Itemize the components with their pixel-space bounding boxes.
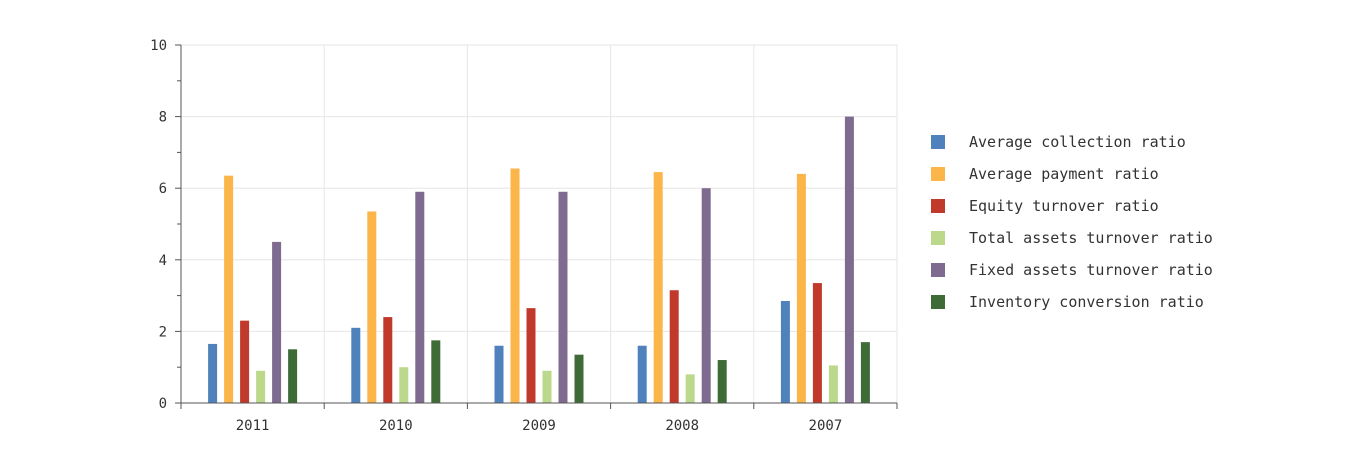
legend-item: Inventory conversion ratio: [931, 293, 1204, 311]
bar-inventory-conversion-ratio-2008: [717, 360, 727, 403]
legend-swatch: [931, 135, 945, 149]
axes: 0 2 4 6 8 10 2011 2010 2009 2008 2007: [150, 38, 898, 434]
bar-fixed-assets-turnover-ratio-2008: [701, 188, 711, 403]
x-tick-label: 2010: [379, 418, 413, 434]
bar-average-payment-ratio-2011: [224, 175, 234, 403]
grid-lines: [181, 44, 898, 403]
bar-average-collection-ratio-2008: [637, 345, 647, 403]
legend-item: Fixed assets turnover ratio: [931, 261, 1213, 279]
y-tick-label: 2: [159, 324, 167, 340]
bar-fixed-assets-turnover-ratio-2009: [558, 191, 568, 403]
legend-label: Inventory conversion ratio: [969, 293, 1204, 311]
bar-total-assets-turnover-ratio-2008: [685, 374, 695, 403]
legend-label: Equity turnover ratio: [969, 197, 1159, 215]
legend-label: Average payment ratio: [969, 165, 1159, 183]
legend-swatch: [931, 295, 945, 309]
legend-item: Equity turnover ratio: [931, 197, 1159, 215]
legend-item: Average collection ratio: [931, 133, 1186, 151]
bar-inventory-conversion-ratio-2009: [574, 354, 584, 403]
x-tick-label: 2007: [809, 418, 843, 434]
legend-label: Total assets turnover ratio: [969, 229, 1213, 247]
bar-total-assets-turnover-ratio-2010: [399, 367, 409, 403]
bars: [208, 116, 870, 403]
bar-total-assets-turnover-ratio-2011: [256, 370, 266, 403]
legend-swatch: [931, 167, 945, 181]
legend-swatch: [931, 199, 945, 213]
y-tick-label: 6: [159, 181, 167, 197]
bar-equity-turnover-ratio-2009: [526, 308, 536, 403]
bar-average-payment-ratio-2007: [796, 173, 806, 403]
x-tick-label: 2011: [236, 418, 270, 434]
bar-equity-turnover-ratio-2007: [812, 283, 822, 403]
bar-equity-turnover-ratio-2011: [240, 320, 250, 403]
bar-average-collection-ratio-2007: [780, 300, 790, 403]
legend-swatch: [931, 263, 945, 277]
legend-item: Total assets turnover ratio: [931, 229, 1213, 247]
bar-equity-turnover-ratio-2010: [383, 317, 393, 403]
y-tick-label: 10: [150, 38, 167, 54]
legend-label: Fixed assets turnover ratio: [969, 261, 1213, 279]
bar-average-payment-ratio-2010: [367, 211, 377, 403]
x-tick-label: 2009: [522, 418, 556, 434]
bar-total-assets-turnover-ratio-2007: [828, 365, 838, 403]
bar-average-collection-ratio-2010: [351, 327, 361, 403]
bar-average-payment-ratio-2009: [510, 168, 520, 403]
bar-total-assets-turnover-ratio-2009: [542, 370, 552, 403]
y-tick-label: 8: [159, 110, 167, 126]
bar-average-collection-ratio-2009: [494, 345, 504, 403]
x-tick-label: 2008: [665, 418, 699, 434]
bar-average-collection-ratio-2011: [208, 343, 218, 403]
bar-fixed-assets-turnover-ratio-2007: [844, 116, 854, 403]
bar-equity-turnover-ratio-2008: [669, 290, 679, 403]
y-tick-label: 0: [159, 396, 167, 412]
legend-item: Average payment ratio: [931, 165, 1159, 183]
legend-label: Average collection ratio: [969, 133, 1186, 151]
bar-fixed-assets-turnover-ratio-2011: [272, 241, 282, 403]
bar-inventory-conversion-ratio-2007: [860, 342, 870, 403]
y-tick-label: 4: [159, 253, 167, 269]
legend: Average collection ratio Average payment …: [931, 133, 1213, 311]
legend-swatch: [931, 231, 945, 245]
bar-fixed-assets-turnover-ratio-2010: [415, 191, 425, 403]
bar-inventory-conversion-ratio-2011: [288, 349, 298, 403]
bar-inventory-conversion-ratio-2010: [431, 340, 441, 403]
bar-average-payment-ratio-2008: [653, 172, 663, 403]
